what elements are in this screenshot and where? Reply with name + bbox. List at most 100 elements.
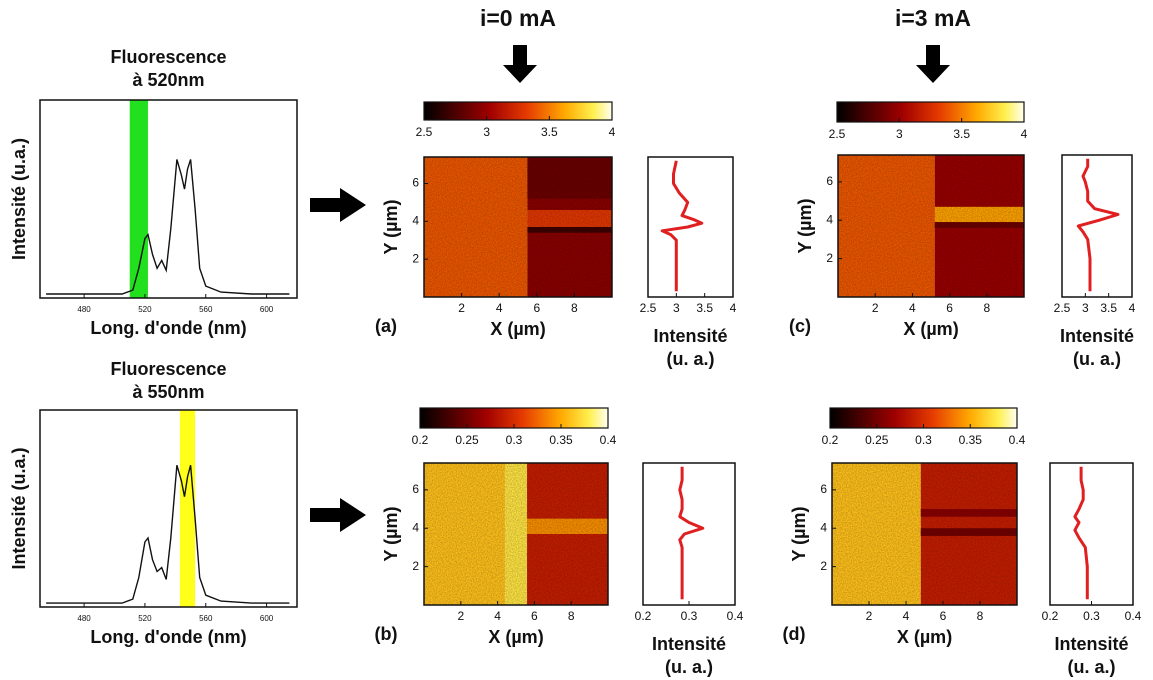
x-tick-label: 3 bbox=[1082, 301, 1089, 315]
colorbar-tick-label: 0.25 bbox=[455, 433, 479, 447]
y-tick-label: 4 bbox=[412, 520, 419, 534]
x-tick-label: 480 bbox=[77, 305, 91, 314]
x-tick-label: 4 bbox=[1129, 301, 1136, 315]
x-tick-label: 0.3 bbox=[681, 609, 698, 623]
plot-frame bbox=[831, 462, 1018, 606]
y-axis-label: Y (µm) bbox=[381, 506, 401, 561]
chart-title: Fluorescence bbox=[110, 47, 226, 67]
panel-label: (a) bbox=[375, 316, 397, 336]
colorbar-tick-label: 3 bbox=[483, 125, 490, 139]
x-tick-label: 8 bbox=[568, 609, 575, 623]
x-tick-label: 520 bbox=[138, 305, 152, 314]
x-tick-label: 4 bbox=[903, 609, 910, 623]
chart-title: à 550nm bbox=[132, 382, 204, 402]
x-tick-label: 3.5 bbox=[696, 301, 713, 315]
y-axis-label: Y (µm) bbox=[381, 199, 401, 254]
x-tick-label: 6 bbox=[531, 609, 538, 623]
colorbar-tick-label: 2.5 bbox=[829, 127, 846, 141]
y-axis-label: Y (µm) bbox=[789, 506, 809, 561]
x-tick-label: 600 bbox=[260, 614, 274, 623]
x-tick-label: 3 bbox=[673, 301, 680, 315]
y-tick-label: 2 bbox=[820, 559, 827, 573]
profile-line bbox=[1073, 466, 1089, 600]
panel-label: (c) bbox=[789, 316, 811, 336]
colorbar-tick-label: 3 bbox=[896, 127, 903, 141]
x-tick-label: 4 bbox=[909, 301, 916, 315]
x-tick-label: 2 bbox=[866, 609, 873, 623]
x-tick-label: 520 bbox=[138, 614, 152, 623]
colorbar bbox=[423, 101, 613, 121]
column-title: i=3 mA bbox=[895, 5, 971, 31]
plot-frame bbox=[647, 156, 734, 298]
x-tick-label: 0.2 bbox=[1042, 609, 1059, 623]
y-tick-label: 6 bbox=[820, 482, 827, 496]
colorbar-tick-label: 0.4 bbox=[1009, 433, 1026, 447]
x-tick-label: 4 bbox=[496, 301, 503, 315]
x-tick-label: 3.5 bbox=[1100, 301, 1117, 315]
x-tick-label: 6 bbox=[940, 609, 947, 623]
colorbar-tick-label: 0.2 bbox=[412, 433, 429, 447]
x-tick-label: 0.2 bbox=[635, 609, 652, 623]
y-tick-label: 4 bbox=[826, 212, 833, 226]
y-tick-label: 2 bbox=[412, 559, 419, 573]
texture bbox=[832, 463, 1017, 605]
plot-frame bbox=[1049, 462, 1134, 606]
plot-frame bbox=[423, 156, 613, 298]
y-axis-label: Intensité (u.a.) bbox=[9, 447, 29, 569]
y-axis-label: Intensité (u.a.) bbox=[9, 138, 29, 260]
x-tick-label: 4 bbox=[494, 609, 501, 623]
x-tick-label: 2 bbox=[458, 301, 465, 315]
x-axis-label: X (µm) bbox=[903, 319, 958, 339]
x-axis-label: (u. a.) bbox=[1073, 349, 1121, 369]
x-tick-label: 600 bbox=[260, 305, 274, 314]
x-tick-label: 2 bbox=[872, 301, 879, 315]
texture bbox=[424, 463, 608, 605]
arrow bbox=[916, 45, 950, 83]
colorbar-tick-label: 0.35 bbox=[959, 433, 983, 447]
arrow bbox=[503, 45, 537, 83]
x-tick-label: 0.4 bbox=[1125, 609, 1142, 623]
x-tick-label: 8 bbox=[977, 609, 984, 623]
chart-title: Fluorescence bbox=[110, 359, 226, 379]
x-axis-label: Intensité bbox=[1054, 634, 1128, 654]
x-tick-label: 0.3 bbox=[1083, 609, 1100, 623]
x-axis-label: X (µm) bbox=[897, 627, 952, 647]
arrow bbox=[310, 188, 366, 222]
x-tick-label: 2 bbox=[457, 609, 464, 623]
plot-frame bbox=[39, 409, 298, 608]
highlight-band bbox=[179, 410, 196, 607]
column-title: i=0 mA bbox=[480, 5, 556, 31]
x-axis-label: (u. a.) bbox=[667, 349, 715, 369]
chart-title: à 520nm bbox=[132, 70, 204, 90]
x-axis-label: Intensité bbox=[652, 634, 726, 654]
x-axis-label: Intensité bbox=[653, 326, 727, 346]
arrow bbox=[310, 498, 366, 532]
plot-frame bbox=[1061, 154, 1133, 298]
colorbar-tick-label: 4 bbox=[1021, 127, 1028, 141]
y-tick-label: 6 bbox=[826, 174, 833, 188]
plot-frame bbox=[837, 154, 1025, 298]
panel-label: (b) bbox=[375, 624, 398, 644]
spectrum-line bbox=[46, 465, 290, 604]
x-tick-label: 8 bbox=[571, 301, 578, 315]
profile-line bbox=[1076, 158, 1120, 292]
x-tick-label: 6 bbox=[533, 301, 540, 315]
colorbar-tick-label: 0.25 bbox=[865, 433, 889, 447]
y-tick-label: 6 bbox=[412, 176, 419, 190]
y-tick-label: 6 bbox=[412, 482, 419, 496]
colorbar-tick-label: 0.2 bbox=[822, 433, 839, 447]
plot-frame bbox=[423, 462, 609, 606]
colorbar-tick-label: 4 bbox=[609, 125, 616, 139]
y-tick-label: 2 bbox=[412, 251, 419, 265]
x-axis-label: Long. d'onde (nm) bbox=[90, 318, 246, 338]
x-tick-label: 0.4 bbox=[727, 609, 744, 623]
x-axis-label: (u. a.) bbox=[665, 657, 713, 677]
x-tick-label: 560 bbox=[199, 614, 213, 623]
colorbar-tick-label: 0.35 bbox=[549, 433, 573, 447]
colorbar-tick-label: 3.5 bbox=[541, 125, 558, 139]
x-axis-label: X (µm) bbox=[488, 627, 543, 647]
x-tick-label: 560 bbox=[199, 305, 213, 314]
plot-frame bbox=[39, 99, 298, 299]
x-tick-label: 8 bbox=[983, 301, 990, 315]
